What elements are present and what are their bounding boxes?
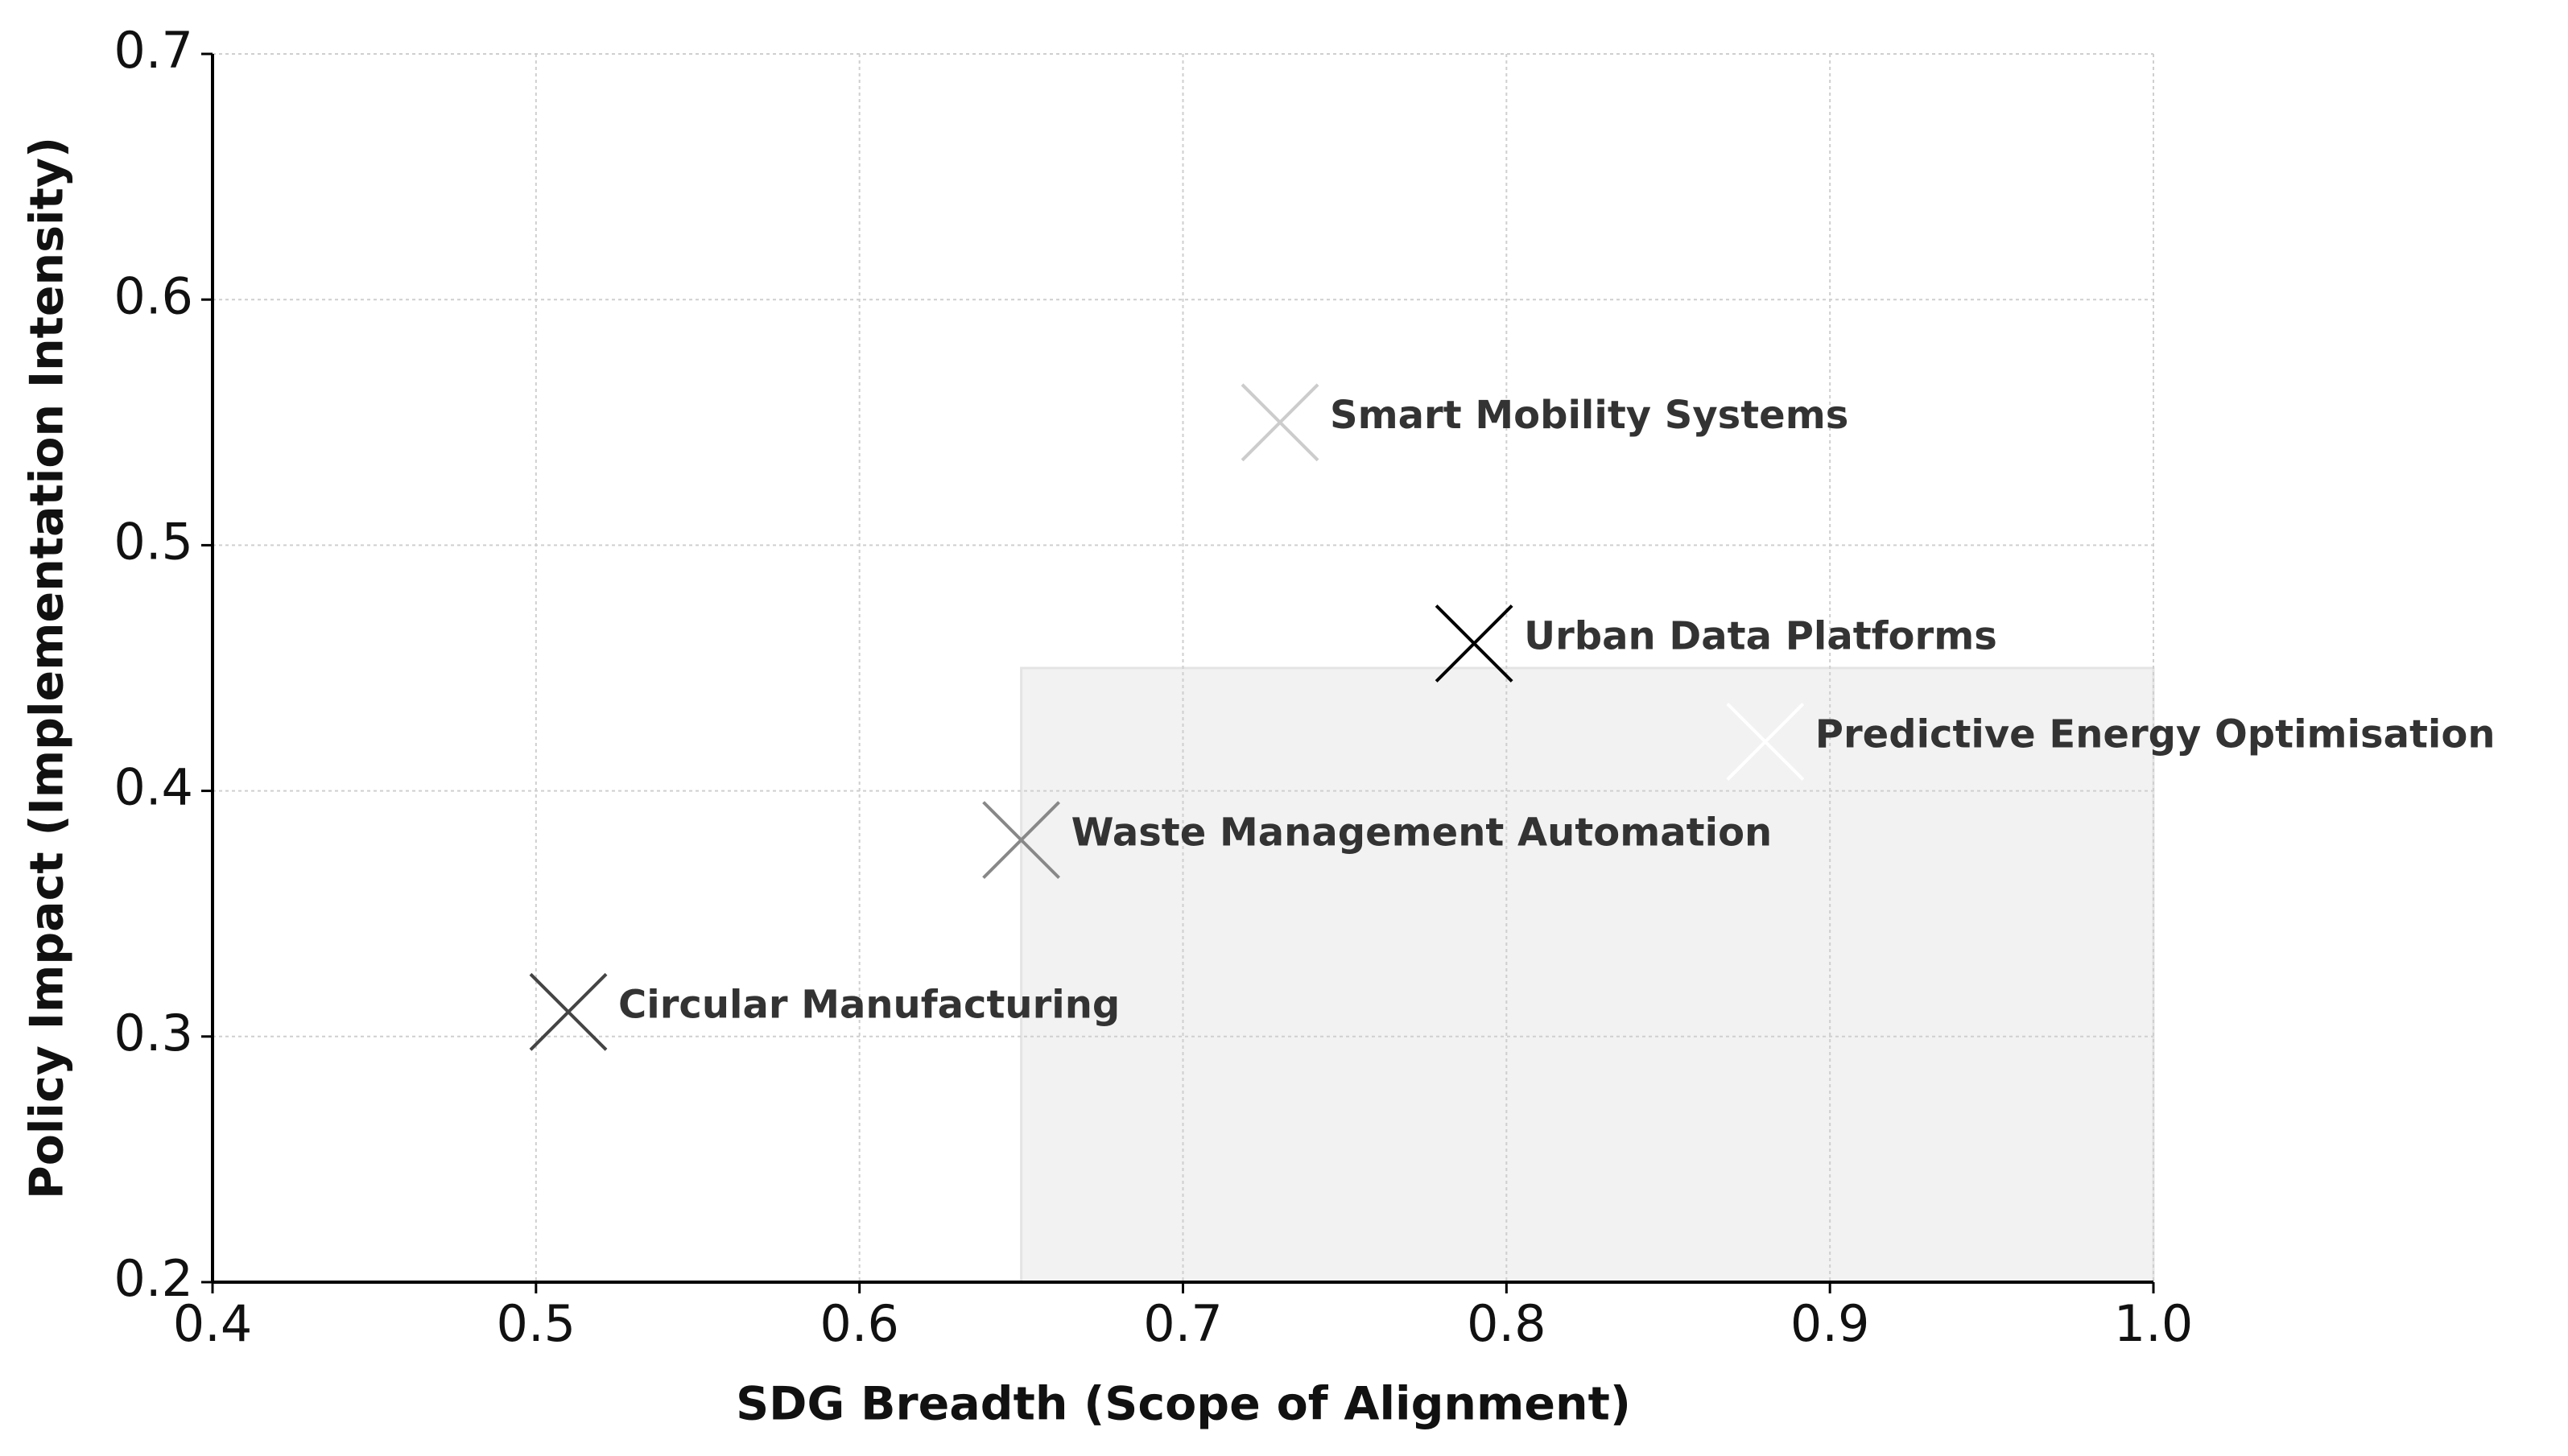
x-tick-label: 0.6 — [820, 1294, 899, 1353]
marker — [1241, 383, 1319, 462]
x-tick-label: 0.9 — [1790, 1294, 1870, 1353]
point-label: Smart Mobility Systems — [1330, 393, 1848, 438]
y-tick-label: 0.2 — [114, 1249, 193, 1308]
marker — [1726, 703, 1805, 781]
x-tick-label: 0.7 — [1143, 1294, 1223, 1353]
y-tick-label: 0.5 — [114, 512, 193, 571]
x-tick-label: 1.0 — [2114, 1294, 2194, 1353]
shaded-region — [1020, 666, 2155, 1284]
point-label: Waste Management Automation — [1071, 810, 1773, 856]
x-axis-label: SDG Breadth (Scope of Alignment) — [736, 1378, 1631, 1431]
marker — [1435, 604, 1513, 683]
marker — [982, 801, 1060, 880]
point-label: Urban Data Platforms — [1524, 613, 1997, 658]
point-label: Predictive Energy Optimisation — [1815, 712, 2496, 757]
y-tick-label: 0.7 — [114, 21, 193, 80]
marker — [529, 972, 608, 1051]
y-tick-label: 0.4 — [114, 758, 193, 817]
x-tick-label: 0.5 — [497, 1294, 576, 1353]
y-tick-label: 0.3 — [114, 1004, 193, 1062]
y-axis-label: Policy Impact (Implementation Intensity) — [21, 137, 74, 1199]
y-tick-label: 0.6 — [114, 266, 193, 325]
point-label: Circular Manufacturing — [618, 982, 1120, 1027]
x-tick-label: 0.8 — [1467, 1294, 1546, 1353]
x-tick-label: 0.4 — [173, 1294, 253, 1353]
